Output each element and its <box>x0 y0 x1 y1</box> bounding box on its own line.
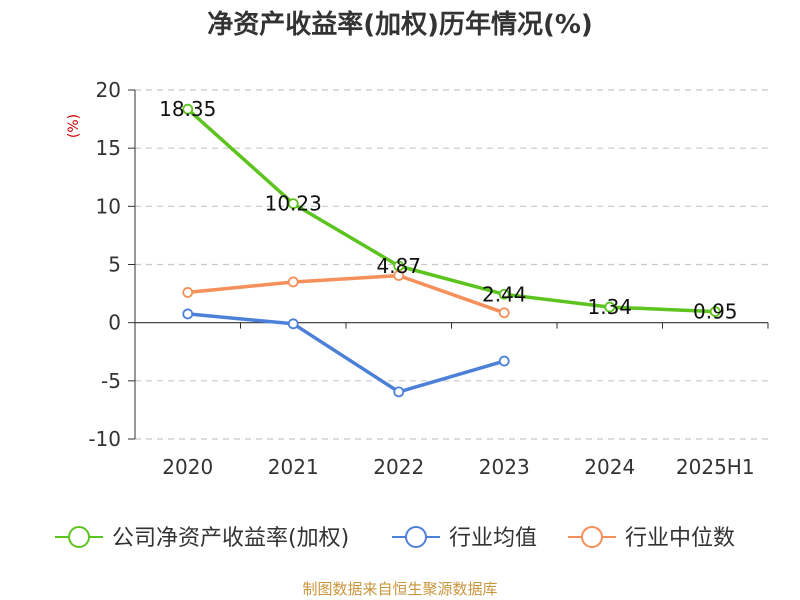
series-lines <box>182 103 721 398</box>
y-axis-unit-label: (%) <box>66 114 82 138</box>
data-point <box>498 355 510 367</box>
data-label: 2.44 <box>482 282 527 306</box>
series-line-2 <box>187 273 505 315</box>
chart-title: 净资产收益率(加权)历年情况(%) <box>207 10 593 40</box>
x-tick-label: 2024 <box>584 455 635 479</box>
y-tick-label: 15 <box>96 136 121 160</box>
y-tick-label: 0 <box>108 311 121 335</box>
legend-label: 公司净资产收益率(加权) <box>112 526 349 551</box>
x-tick-label: 2021 <box>268 455 319 479</box>
y-tick-label: 20 <box>96 78 121 102</box>
axes <box>128 89 769 440</box>
data-point <box>182 308 194 320</box>
source-note: 制图数据来自恒生聚源数据库 <box>302 580 498 598</box>
data-point <box>498 307 510 319</box>
data-label: 4.87 <box>376 254 421 278</box>
y-tick-labels: -10 -5 0 5 10 15 20 <box>88 78 121 451</box>
data-label: 1.34 <box>587 295 632 319</box>
data-point <box>393 386 405 398</box>
data-point <box>182 103 194 115</box>
series-line-1 <box>187 312 505 394</box>
data-label: 0.95 <box>693 300 738 324</box>
x-tick-label: 2022 <box>373 455 424 479</box>
series-line-0 <box>186 107 716 314</box>
legend-marker-circle <box>581 526 603 548</box>
data-label: 10.23 <box>265 192 322 216</box>
data-label: 18.35 <box>159 97 216 121</box>
y-tick-label: 5 <box>108 253 121 277</box>
data-labels: 18.35 10.23 4.87 2.44 1.34 0.95 <box>159 97 737 323</box>
x-tick-label: 2025H1 <box>676 455 755 479</box>
data-point <box>709 306 721 318</box>
legend-marker-circle <box>405 526 427 548</box>
y-tick-label: 10 <box>96 194 121 218</box>
data-point <box>182 287 194 298</box>
legend-label: 行业均值 <box>449 526 537 551</box>
data-point <box>498 288 510 300</box>
data-point <box>604 301 616 313</box>
x-tick-labels: 2020 2021 2022 2023 2024 2025H1 <box>162 455 754 479</box>
y-tick-label: -5 <box>101 369 121 393</box>
y-tick-label: -10 <box>88 427 121 451</box>
legend-marker-circle <box>68 526 90 548</box>
data-point <box>287 198 299 210</box>
data-point <box>287 276 299 288</box>
data-point <box>393 270 405 281</box>
x-tick-label: 2023 <box>479 455 530 479</box>
grid-lines <box>135 89 768 440</box>
data-point <box>287 318 299 330</box>
x-tick-label: 2020 <box>162 455 213 479</box>
legend-label: 行业中位数 <box>625 526 735 551</box>
legend: 公司净资产收益率(加权) 行业均值 行业中位数 <box>55 526 735 551</box>
